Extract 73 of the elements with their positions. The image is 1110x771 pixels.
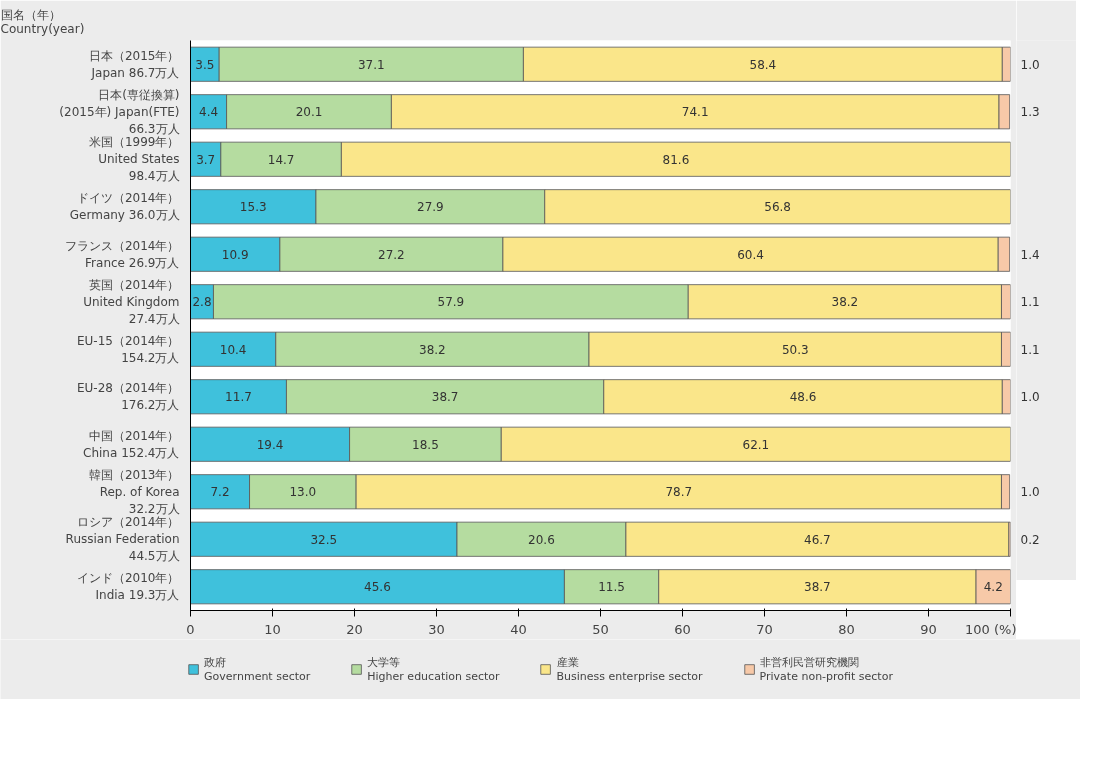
data-label: 74.1 (681, 105, 709, 120)
data-label: 18.5 (412, 437, 439, 452)
data-label: 38.7 (431, 390, 459, 405)
data-label: 81.6 (662, 152, 690, 167)
y-tick-label: フランス（2014年） France 26.9万人 (64, 238, 180, 270)
data-label: 58.4 (749, 57, 777, 72)
x-tick-label: 40 (510, 621, 527, 637)
data-label: 4.2 (983, 580, 1003, 595)
data-label: 1.4 (1020, 247, 1040, 262)
x-tick-label: 10 (264, 621, 281, 637)
data-label: 7.2 (210, 485, 230, 500)
data-label: 60.4 (737, 247, 764, 262)
data-label: 45.6 (364, 580, 391, 595)
y-tick-label: 中国（2014年） China 152.4万人 (83, 428, 180, 460)
data-label: 38.2 (831, 295, 859, 310)
x-tick-label: 100 (%) (965, 621, 1017, 637)
data-label: 50.3 (781, 342, 809, 357)
data-label: 13.0 (289, 485, 317, 500)
data-label: 10.4 (219, 342, 247, 357)
y-tick-label: 日本(専従換算) (2015年) Japan(FTE) 66.3万人 (59, 87, 180, 136)
x-tick-label: 90 (920, 621, 937, 637)
data-label: 0.2 (1020, 532, 1040, 547)
x-tick-label: 80 (838, 621, 855, 637)
y-tick-label: 米国（1999年） United States 98.4万人 (88, 135, 180, 184)
data-label: 1.0 (1020, 390, 1040, 405)
data-label: 2.8 (192, 295, 212, 310)
data-label: 14.7 (267, 152, 295, 167)
x-tick-label: 0 (186, 621, 195, 637)
y-tick-label: 韓国（2013年） Rep. of Korea 32.2万人 (88, 467, 180, 516)
x-tick-label: 60 (674, 621, 691, 637)
data-label: 38.2 (419, 342, 446, 357)
data-label: 27.2 (378, 247, 405, 262)
data-label: 46.7 (804, 532, 831, 547)
x-tick-label: 50 (592, 621, 609, 637)
data-label: 57.9 (437, 295, 465, 310)
legend-label: 産業 Business enterprise sector (556, 655, 703, 683)
data-label: 78.7 (665, 485, 693, 500)
x-tick-label: 70 (756, 621, 773, 637)
data-label: 20.6 (528, 532, 555, 547)
data-label: 48.6 (789, 390, 817, 405)
data-label: 19.4 (256, 437, 284, 452)
data-label: 1.3 (1020, 105, 1040, 120)
data-label: 37.1 (357, 57, 385, 72)
data-label: 4.4 (199, 105, 219, 120)
y-tick-label: 英国（2014年） United Kingdom 27.4万人 (83, 277, 180, 326)
legend-label: 非営利民営研究機関 Private non-profit sector (759, 655, 893, 683)
y-axis-title: 国名（年） Country(year) (0, 7, 85, 36)
y-tick-label: ドイツ（2014年） Germany 36.0万人 (69, 191, 180, 223)
data-label: 3.5 (195, 57, 215, 72)
data-label: 1.1 (1020, 342, 1040, 357)
y-tick-label: ロシア（2014年） Russian Federation 44.5万人 (65, 515, 180, 564)
data-label: 56.8 (764, 200, 791, 215)
data-label: 32.5 (310, 532, 338, 547)
data-label: 15.3 (239, 200, 267, 215)
data-label: 20.1 (295, 105, 323, 120)
y-tick-label: インド（2010年） India 19.3万人 (76, 571, 180, 603)
data-label: 10.9 (221, 247, 249, 262)
data-label: 62.1 (742, 437, 770, 452)
data-label: 1.0 (1020, 485, 1040, 500)
data-label: 1.0 (1020, 57, 1040, 72)
legend-label: 政府 Government sector (204, 655, 311, 683)
data-label: 3.7 (196, 152, 216, 167)
y-tick-label: 日本（2015年） Japan 86.7万人 (88, 48, 180, 80)
data-label: 1.1 (1020, 295, 1040, 310)
data-label: 11.7 (225, 390, 252, 405)
y-tick-label: EU-28（2014年） 176.2万人 (77, 381, 180, 413)
legend-label: 大学等 Higher education sector (367, 655, 500, 683)
data-label: 11.5 (598, 580, 625, 595)
x-tick-label: 30 (428, 621, 445, 637)
y-tick-label: EU-15（2014年） 154.2万人 (77, 333, 180, 365)
x-tick-label: 20 (346, 621, 363, 637)
data-label: 38.7 (804, 580, 831, 595)
data-label: 27.9 (416, 200, 444, 215)
